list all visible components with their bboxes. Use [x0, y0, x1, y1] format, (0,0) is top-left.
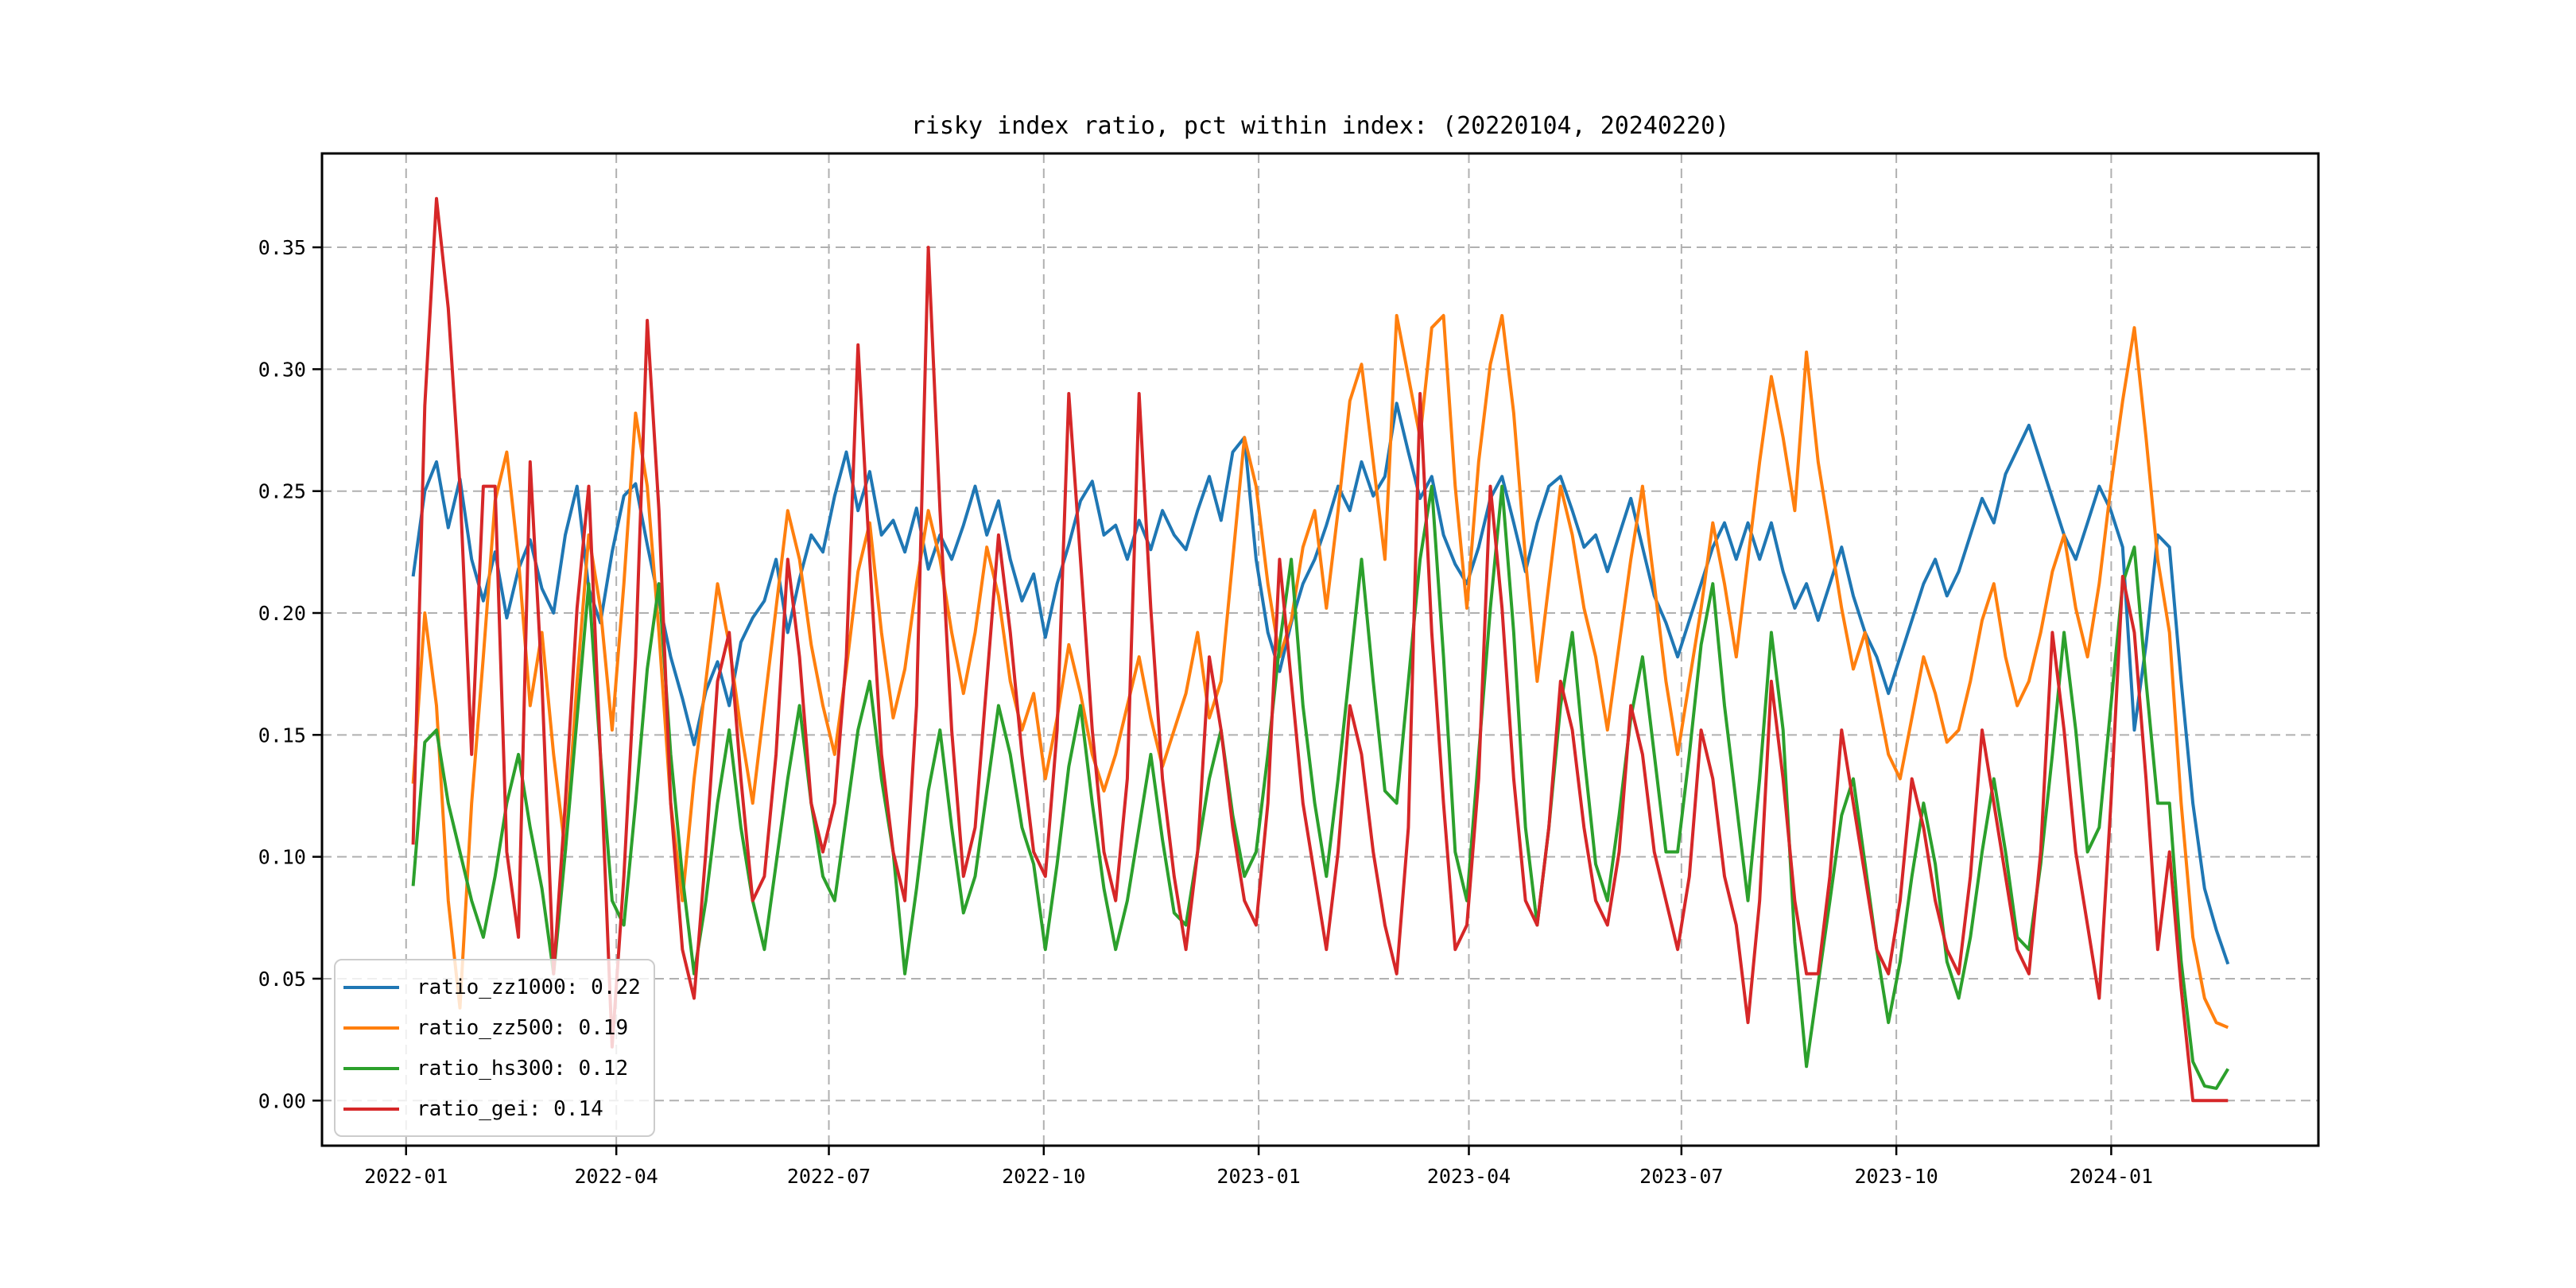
series-line-ratio_zz500	[411, 313, 2229, 1030]
y-tick-label: 0.25	[258, 480, 306, 503]
y-tick-label: 0.10	[258, 846, 306, 869]
legend-item-ratio_gei: ratio_gei: 0.14	[343, 1088, 641, 1129]
series-line-ratio_zz1000	[411, 402, 2230, 965]
legend-item-ratio_zz500: ratio_zz500: 0.19	[343, 1007, 641, 1048]
x-tick-label: 2024-01	[2070, 1165, 2153, 1188]
x-tick-label: 2023-07	[1639, 1165, 1723, 1188]
series-line-ratio_gei	[411, 196, 2229, 1103]
y-tick-label: 0.35	[258, 236, 306, 259]
series-line-ratio_hs300	[411, 484, 2230, 1090]
x-tick-label: 2022-10	[1002, 1165, 1085, 1188]
x-tick-label: 2022-07	[787, 1165, 871, 1188]
x-tick-label: 2023-04	[1427, 1165, 1511, 1188]
legend-line-swatch-ratio_hs300	[343, 1066, 399, 1070]
legend-label: ratio_zz1000: 0.22	[417, 975, 641, 999]
x-tick-label: 2023-01	[1216, 1165, 1300, 1188]
x-tick-label: 2023-10	[1854, 1165, 1938, 1188]
y-tick-label: 0.00	[258, 1089, 306, 1112]
x-tick-label: 2022-04	[574, 1165, 658, 1188]
legend-label: ratio_gei: 0.14	[417, 1096, 603, 1121]
y-tick-label: 0.20	[258, 602, 306, 625]
legend-line-swatch-ratio_zz500	[343, 1026, 399, 1030]
y-tick-label: 0.15	[258, 724, 306, 747]
chart-title: risky index ratio, pct within index: (20…	[910, 112, 1730, 140]
legend-line-swatch-ratio_gei	[343, 1107, 399, 1111]
y-tick-label: 0.05	[258, 968, 306, 991]
legend-label: ratio_zz500: 0.19	[417, 1015, 629, 1040]
legend-label: ratio_hs300: 0.12	[417, 1056, 629, 1080]
legend-item-ratio_hs300: ratio_hs300: 0.12	[343, 1048, 641, 1088]
legend: ratio_zz1000: 0.22 ratio_zz500: 0.19 ratio…	[334, 959, 655, 1137]
legend-item-ratio_zz1000: ratio_zz1000: 0.22	[343, 967, 641, 1007]
axes-spines	[320, 152, 2320, 1147]
legend-line-swatch-ratio_zz1000	[343, 985, 399, 989]
y-tick-label: 0.30	[258, 358, 306, 381]
x-tick-label: 2022-01	[364, 1165, 448, 1188]
